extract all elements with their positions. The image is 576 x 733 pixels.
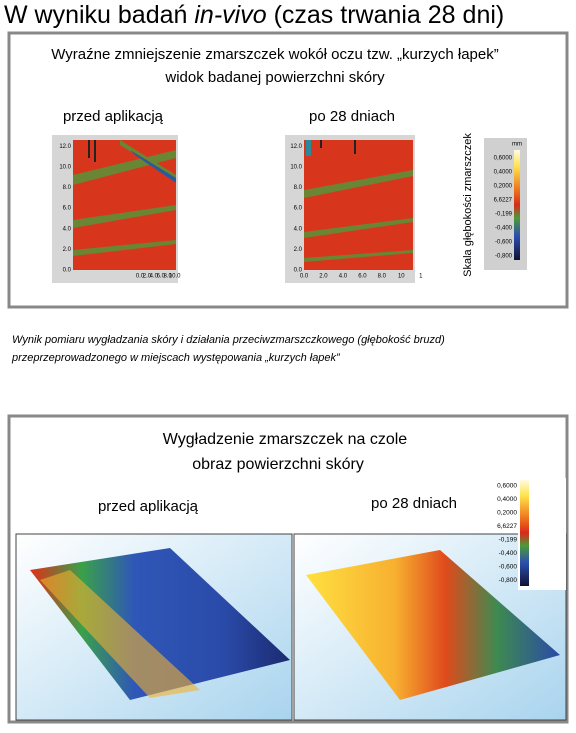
x-tick-label: 2.0: [143, 274, 152, 280]
x-tick-label: 8.0: [378, 274, 387, 280]
scale-label: -0,600: [495, 240, 513, 246]
scale-label: -0,800: [499, 577, 518, 584]
color-scale: [514, 150, 520, 260]
x-tick-label: 6.0: [157, 274, 166, 280]
y-tick-label: 8.0: [294, 185, 303, 191]
panel-title: widok badanej powierzchni skóry: [164, 69, 385, 86]
y-tick-label: 12.0: [290, 144, 302, 150]
scale-label: -0,400: [495, 226, 513, 232]
scale-labels: 0,6000 0,4000 0,2000 6,6227 -0,199 -0,400 -0,6…: [497, 483, 517, 585]
scale-label: -0,400: [499, 550, 518, 557]
panel-title: obraz powierzchni skóry: [192, 456, 364, 473]
x-tick-label: 8.0: [164, 274, 173, 280]
surface-before: [15, 533, 293, 721]
scale-label: 6,6227: [494, 198, 513, 204]
heatmap-after: [285, 135, 415, 283]
x-tick-label: 10: [398, 274, 405, 280]
y-tick-label: 6.0: [63, 206, 72, 212]
x-tick-label: 4.0: [150, 274, 159, 280]
y-tick-label: 2.0: [63, 247, 72, 253]
heatmap-before: [52, 135, 178, 283]
x-tick-label: 4.0: [339, 274, 348, 280]
x-tick-label: 6.0: [358, 274, 367, 280]
y-tick-label: 6.0: [294, 206, 303, 212]
scale-label: -0,600: [499, 564, 518, 571]
axis-ticks: 0.02.04.06.08.010.012.00.02.04.06.08.010…: [59, 144, 423, 280]
title: W wyniku badań in-vivo (czas trwania 28 …: [4, 1, 504, 29]
y-tick-label: 4.0: [294, 226, 303, 232]
label: po 28 dniach: [371, 495, 457, 512]
y-tick-label: 10.0: [59, 164, 71, 170]
scale-label: 0,2000: [497, 510, 517, 517]
scale-label: 0,4000: [497, 496, 517, 503]
scale-label: -0,800: [495, 254, 513, 260]
x-tick-label: 0.0: [136, 274, 145, 280]
scale-unit: mm: [512, 142, 522, 148]
scale-title: Skala głębokości zmarszczek: [462, 133, 474, 277]
scale-label: -0,199: [499, 537, 518, 544]
scale-label: 0,4000: [494, 170, 513, 176]
x-tick-label: 10.0: [169, 274, 181, 280]
x-tick-label: 2.0: [319, 274, 328, 280]
y-tick-label: 10.0: [290, 164, 302, 170]
scale-label: 0,6000: [497, 483, 517, 490]
label: po 28 dniach: [309, 108, 395, 125]
scale-labels: 0,6000 0,4000 0,2000 6,6227 -0,199 -0,400 -0,6…: [494, 156, 513, 260]
x-tick-label: 1: [419, 274, 423, 280]
scale-label: 0,2000: [494, 184, 513, 190]
color-scale: [520, 480, 529, 586]
y-tick-label: 2.0: [294, 247, 303, 253]
label: przed aplikacją: [63, 108, 164, 125]
y-tick-label: 8.0: [63, 185, 72, 191]
scale-label: 0,6000: [494, 156, 513, 162]
caption: Wynik pomiaru wygładzania skóry i działa…: [12, 334, 445, 346]
scale-label: -0,199: [495, 212, 513, 218]
y-tick-label: 0.0: [63, 268, 72, 274]
x-tick-label: 0.0: [300, 274, 309, 280]
scale-label: 6,6227: [497, 523, 517, 530]
y-tick-label: 4.0: [63, 226, 72, 232]
y-tick-label: 12.0: [59, 144, 71, 150]
panel-title: Wyraźne zmniejszenie zmarszczek wokół oc…: [51, 46, 499, 63]
label: przed aplikacją: [98, 498, 199, 515]
panel-title: Wygładzenie zmarszczek na czole: [163, 431, 408, 448]
y-tick-label: 0.0: [294, 268, 303, 274]
caption: przeprzeprowadzonego w miejscach występo…: [11, 352, 341, 364]
